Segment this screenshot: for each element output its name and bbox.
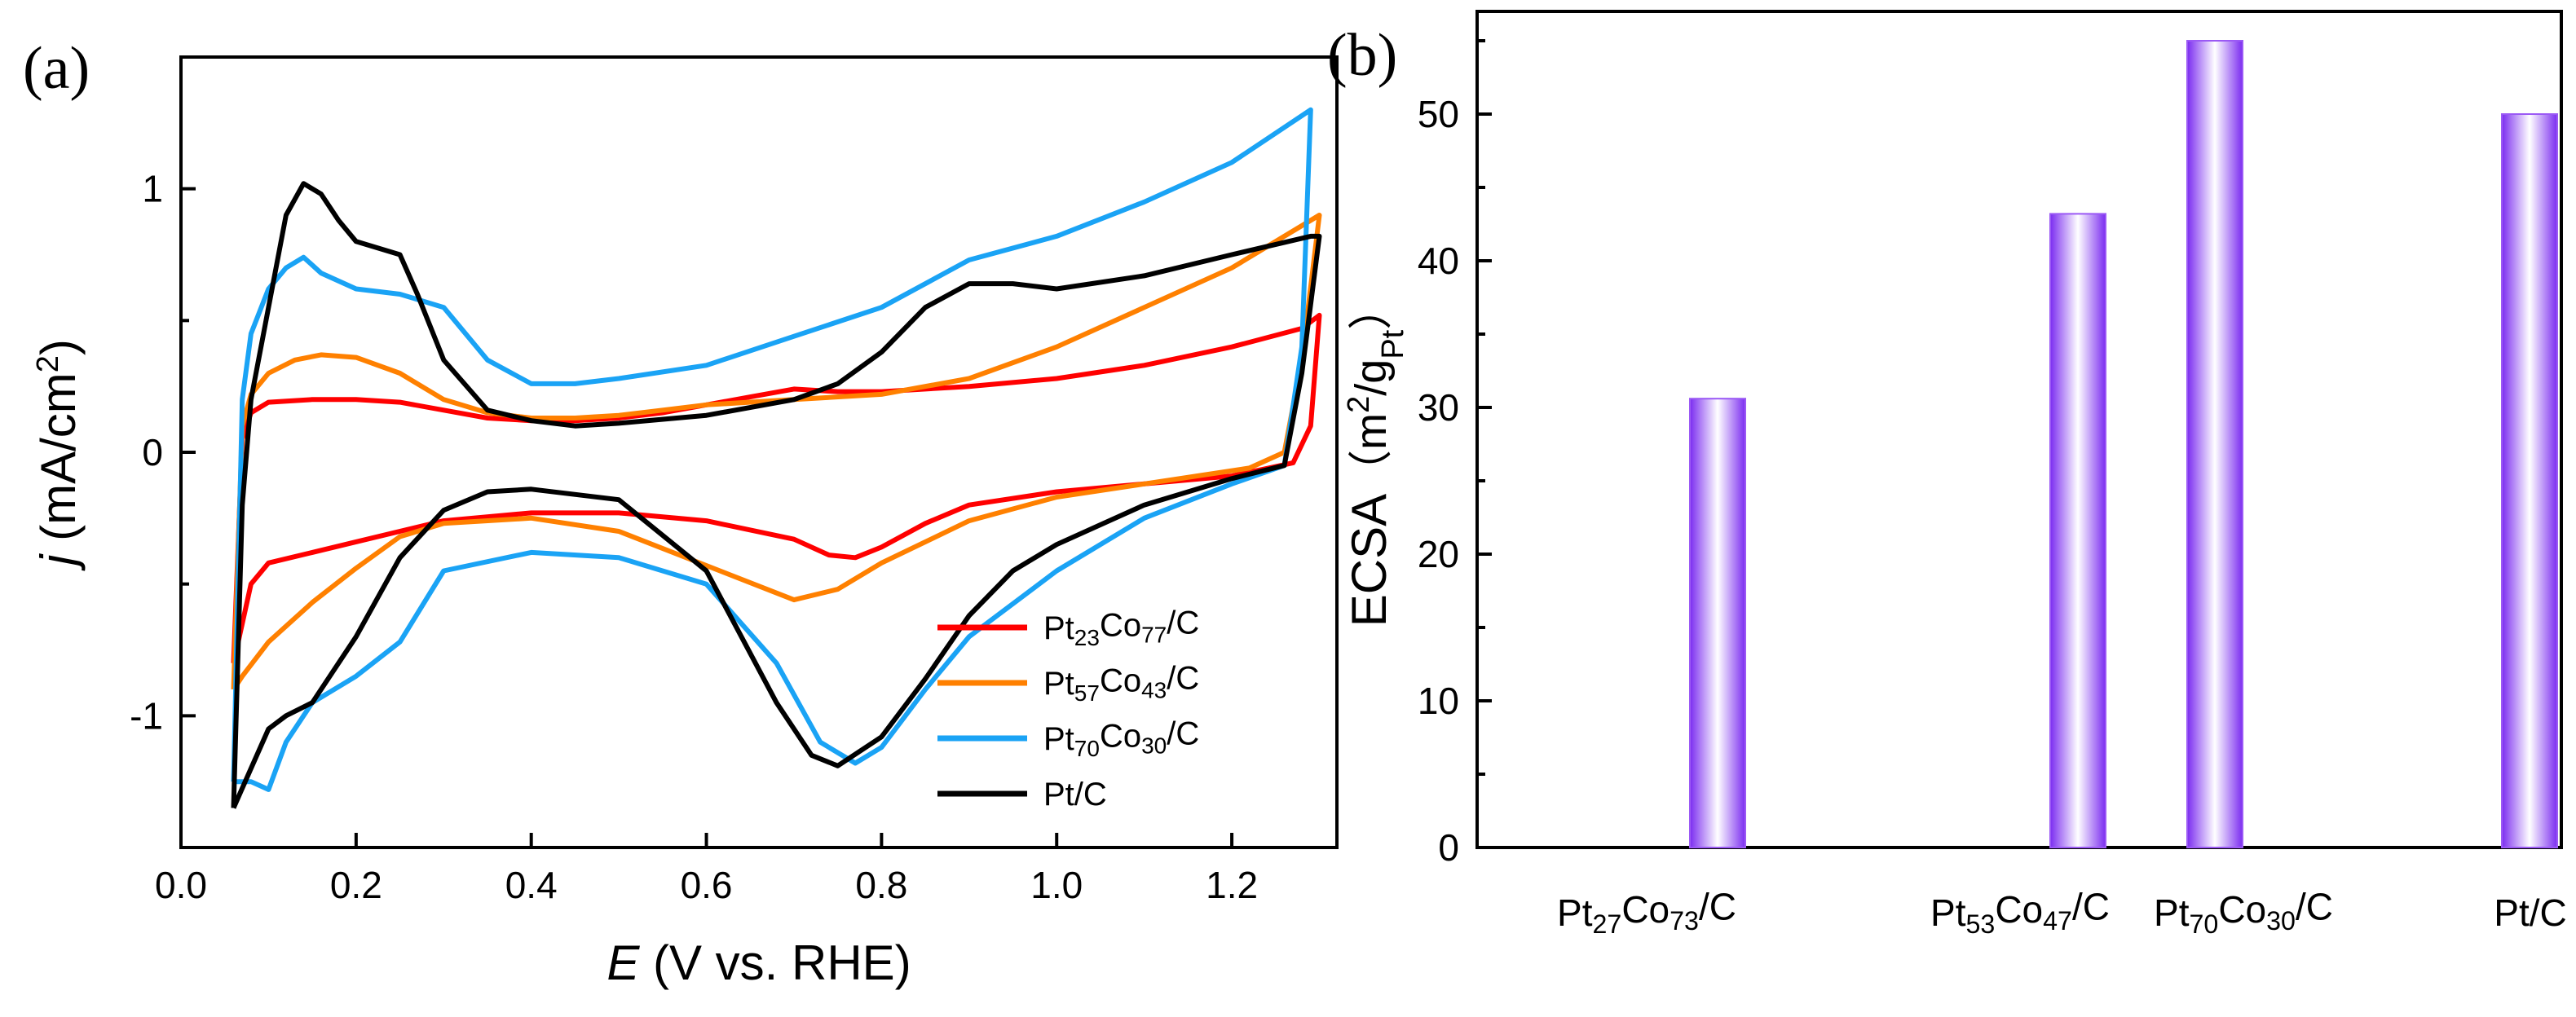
panel-a-plot-frame xyxy=(179,55,1339,849)
x-tick-label: 0.2 xyxy=(330,864,382,906)
bar-2 xyxy=(2186,40,2243,848)
y-tick-label: 40 xyxy=(1418,240,1459,282)
bar-3 xyxy=(2501,113,2558,848)
panel-a-label: (a) xyxy=(23,35,90,102)
y-tick-label: 30 xyxy=(1418,386,1459,429)
category-label-0: Pt27Co73/C xyxy=(1557,885,1736,939)
panel-b-y-axis-title: ECSA（m2/gPt） xyxy=(1342,286,1410,627)
panel-a-x-ticks: 0.0 0.2 0.4 0.6 0.8 1.0 1.2 xyxy=(155,833,1258,906)
x-tick-label: 1.0 xyxy=(1030,864,1083,906)
y-tick-label: 20 xyxy=(1418,533,1459,575)
bar-1 xyxy=(2049,213,2106,848)
category-label-3: Pt/C xyxy=(2494,892,2566,934)
legend-label-0: Pt23Co77/C xyxy=(1043,605,1199,650)
panel-a-x-axis-title: E (V vs. RHE) xyxy=(607,936,911,990)
y-tick-label: 50 xyxy=(1418,93,1459,135)
panel-a-y-axis-title: j (mA/cm2) xyxy=(31,339,86,571)
y-tick-label: 10 xyxy=(1418,680,1459,722)
panel-a: (a) 0.0 0.2 0.4 0.6 0.8 1.0 1.2 -1 0 1 Pt23Co77/… xyxy=(23,35,1339,990)
legend-label-2: Pt70Co30/C xyxy=(1043,715,1199,761)
y-tick-label: 0 xyxy=(142,431,163,473)
series-line-2 xyxy=(231,107,1313,792)
series-line-1 xyxy=(231,213,1322,691)
panel-b-category-labels: Pt27Co73/C Pt53Co47/C Pt70Co30/C Pt/C xyxy=(1557,885,2567,939)
panel-a-series xyxy=(231,107,1322,809)
x-tick-label: 0.6 xyxy=(681,864,733,906)
category-label-1: Pt53Co47/C xyxy=(1930,885,2110,939)
y-tick-label: -1 xyxy=(130,694,163,737)
category-label-2: Pt70Co30/C xyxy=(2154,885,2333,939)
legend-label-1: Pt57Co43/C xyxy=(1043,660,1199,706)
panel-a-y-ticks: -1 0 1 xyxy=(130,55,196,849)
panel-a-legend: Pt23Co77/C Pt57Co43/C Pt70Co30/C Pt/C xyxy=(937,605,1199,812)
panel-b-bars xyxy=(1689,40,2558,848)
series-line-3 xyxy=(231,181,1322,809)
bar-0 xyxy=(1689,398,1746,848)
x-tick-label: 0.8 xyxy=(855,864,907,906)
series-line-0 xyxy=(231,312,1322,664)
panel-b-plot-frame xyxy=(1475,10,2563,849)
panel-b-label: (b) xyxy=(1327,22,1397,89)
y-tick-label: 1 xyxy=(142,168,163,210)
y-tick-label: 0 xyxy=(1438,826,1459,869)
panel-b-y-ticks: 0 10 20 30 40 50 xyxy=(1418,39,1492,869)
panel-b: (b) 0 10 20 30 40 50 Pt27Co73/C Pt53Co47/C Pt70… xyxy=(1327,10,2567,939)
x-tick-label: 0.0 xyxy=(155,864,207,906)
x-tick-label: 1.2 xyxy=(1206,864,1258,906)
legend-label-3: Pt/C xyxy=(1043,777,1107,812)
x-tick-label: 0.4 xyxy=(505,864,558,906)
